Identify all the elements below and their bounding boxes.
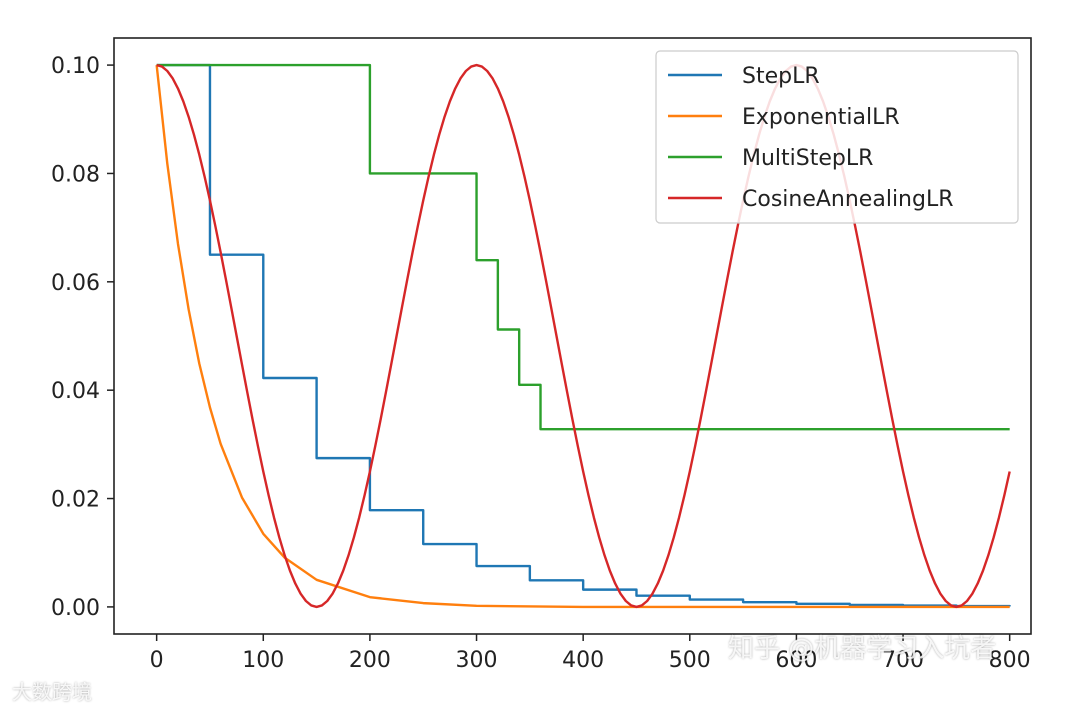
x-tick-label: 400 bbox=[562, 648, 604, 673]
x-tick-label: 800 bbox=[989, 648, 1031, 673]
y-axis: 0.00 0.02 0.04 0.06 0.08 0.10 bbox=[51, 54, 114, 621]
y-tick-label: 0.10 bbox=[51, 54, 100, 79]
legend-label: CosineAnnealingLR bbox=[742, 187, 954, 212]
y-tick-label: 0.06 bbox=[51, 271, 100, 296]
zhihu-watermark: 知乎 @机器学习入坑者 bbox=[728, 634, 997, 664]
series-line-cosineannealinglr bbox=[156, 63, 1011, 609]
series-line-steplr bbox=[156, 63, 1011, 608]
x-tick-label: 0 bbox=[150, 648, 164, 673]
x-axis: 0 100 200 300 400 500 600 700 800 bbox=[150, 634, 1031, 673]
y-tick-label: 0.00 bbox=[51, 596, 100, 621]
y-tick-label: 0.04 bbox=[51, 379, 100, 404]
y-tick-label: 0.08 bbox=[51, 162, 100, 187]
plot-frame bbox=[113, 37, 1032, 635]
series-layer bbox=[155, 63, 1011, 609]
y-tick-label: 0.02 bbox=[51, 488, 100, 513]
legend-label: MultiStepLR bbox=[742, 146, 873, 171]
series-line-multisteplr bbox=[156, 63, 1010, 431]
dashu-watermark: 大数跨境 bbox=[12, 680, 92, 704]
x-tick-label: 100 bbox=[242, 648, 284, 673]
legend-label: StepLR bbox=[742, 64, 820, 89]
legend-label: ExponentialLR bbox=[742, 105, 900, 130]
x-tick-label: 700 bbox=[882, 648, 924, 673]
x-tick-label: 300 bbox=[456, 648, 498, 673]
x-tick-label: 200 bbox=[349, 648, 391, 673]
legend-box bbox=[655, 50, 1019, 224]
x-tick-label: 600 bbox=[775, 648, 817, 673]
legend: StepLR ExponentialLR MultiStepLR CosineAnne… bbox=[655, 50, 1019, 224]
x-tick-label: 500 bbox=[669, 648, 711, 673]
